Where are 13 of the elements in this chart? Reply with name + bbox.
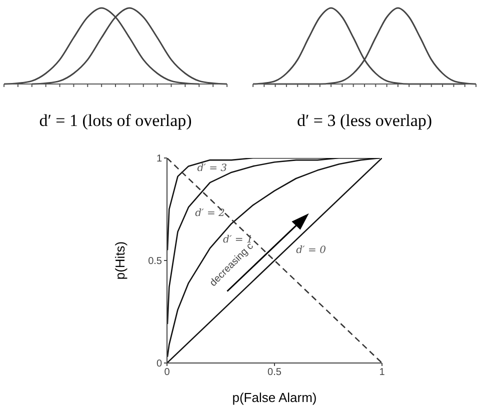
x-axis-title: p(False Alarm) bbox=[232, 390, 317, 405]
x-axis-title: d′ = 3 (less overlap) bbox=[296, 111, 432, 130]
y-tick-label: 0.5 bbox=[148, 256, 162, 268]
x-tick-label: 0 bbox=[164, 367, 170, 378]
series-label: d′ = 3 bbox=[197, 162, 228, 174]
y-axis-title: p(Hits) bbox=[112, 241, 128, 280]
x-tick-label: 1 bbox=[379, 367, 386, 378]
series-label: d′ = 2 bbox=[195, 208, 225, 219]
series-label: d′ = 0 bbox=[296, 244, 327, 256]
x-tick-label: 0.5 bbox=[268, 367, 282, 378]
y-tick-label: 1 bbox=[156, 154, 162, 165]
x-axis-title: d′ = 1 (lots of overlap) bbox=[39, 111, 192, 130]
y-tick-label: 0 bbox=[156, 358, 162, 370]
